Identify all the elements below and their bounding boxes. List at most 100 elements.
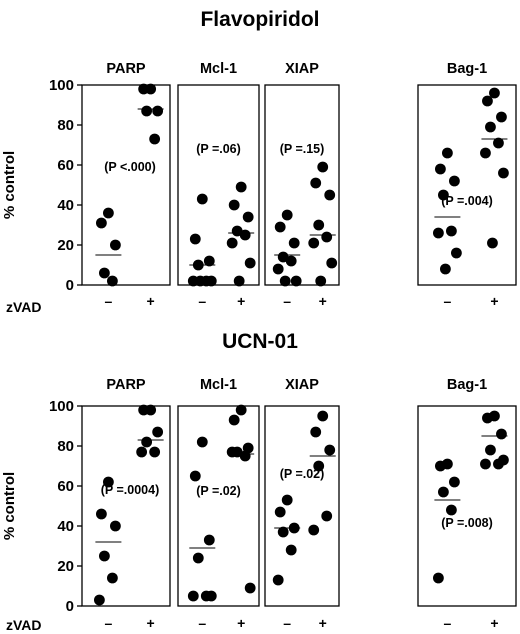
data-point-minus bbox=[277, 526, 289, 538]
data-point-plus bbox=[317, 410, 329, 422]
data-point-minus bbox=[435, 163, 446, 175]
data-point-plus bbox=[244, 257, 256, 269]
data-point-minus bbox=[96, 508, 107, 520]
x-axis-label: zVAD bbox=[6, 299, 42, 315]
data-point-plus bbox=[242, 211, 254, 223]
chart-title: UCN-01 bbox=[222, 330, 298, 353]
x-axis-label: zVAD bbox=[6, 617, 42, 633]
data-point-plus bbox=[487, 237, 498, 249]
data-point-plus bbox=[138, 404, 150, 416]
data-point-minus bbox=[277, 251, 289, 263]
panel-frame bbox=[81, 84, 171, 286]
y-tick-label: 100 bbox=[49, 398, 74, 415]
y-tick-label: 100 bbox=[49, 77, 74, 94]
data-point-minus bbox=[279, 275, 291, 287]
category-label-minus: – bbox=[105, 293, 113, 309]
data-point-plus bbox=[310, 177, 322, 189]
data-point-plus bbox=[324, 189, 336, 201]
data-point-plus bbox=[149, 133, 161, 145]
p-value-label: (P =.004) bbox=[441, 194, 493, 208]
data-point-plus bbox=[239, 450, 251, 462]
data-point-plus bbox=[308, 237, 320, 249]
data-point-plus bbox=[233, 275, 245, 287]
data-point-plus bbox=[496, 428, 507, 440]
data-point-plus bbox=[235, 404, 247, 416]
category-label-minus: – bbox=[198, 615, 206, 631]
panel-frame bbox=[264, 405, 340, 607]
data-point-plus bbox=[489, 87, 500, 99]
y-tick-label: 20 bbox=[57, 558, 74, 575]
p-value-label: (P <.000) bbox=[104, 160, 156, 174]
data-point-plus bbox=[244, 582, 256, 594]
data-point-minus bbox=[94, 594, 105, 606]
category-label-plus: + bbox=[319, 293, 327, 309]
p-value-label: (P =.008) bbox=[441, 516, 493, 530]
data-point-plus bbox=[485, 444, 496, 456]
data-point-plus bbox=[485, 121, 496, 133]
data-point-minus bbox=[285, 544, 297, 556]
data-point-minus bbox=[435, 460, 446, 472]
data-point-minus bbox=[449, 476, 460, 488]
panel-title: Bag-1 bbox=[447, 377, 487, 393]
data-point-minus bbox=[288, 237, 300, 249]
category-label-plus: + bbox=[490, 293, 498, 309]
data-point-plus bbox=[482, 412, 493, 424]
data-point-minus bbox=[110, 239, 121, 251]
data-point-plus bbox=[498, 454, 509, 466]
panel-frame bbox=[417, 84, 517, 286]
data-point-minus bbox=[272, 263, 284, 275]
data-point-minus bbox=[290, 275, 302, 287]
y-tick-label: 80 bbox=[57, 438, 74, 455]
data-point-minus bbox=[205, 590, 217, 602]
data-point-minus bbox=[285, 255, 297, 267]
y-tick-label: 20 bbox=[57, 237, 74, 254]
p-value-label: (P =.0004) bbox=[101, 483, 160, 497]
panel-title: XIAP bbox=[285, 61, 319, 77]
data-point-minus bbox=[99, 267, 110, 279]
data-point-plus bbox=[310, 426, 322, 438]
category-label-plus: + bbox=[490, 615, 498, 631]
data-point-minus bbox=[203, 255, 215, 267]
chart-title: Flavopiridol bbox=[200, 8, 319, 31]
category-label-plus: + bbox=[147, 615, 155, 631]
data-point-minus bbox=[433, 227, 444, 239]
data-point-plus bbox=[136, 446, 148, 458]
data-point-plus bbox=[141, 436, 153, 448]
data-point-minus bbox=[446, 504, 457, 516]
data-point-plus bbox=[317, 161, 329, 173]
data-point-minus bbox=[203, 534, 215, 546]
data-point-minus bbox=[196, 436, 208, 448]
panel-frame bbox=[417, 405, 517, 607]
panel-title: Bag-1 bbox=[447, 61, 487, 77]
category-label-minus: – bbox=[444, 293, 452, 309]
data-point-plus bbox=[138, 83, 150, 95]
data-point-plus bbox=[308, 524, 320, 536]
y-tick-label: 60 bbox=[57, 157, 74, 174]
data-point-minus bbox=[438, 189, 449, 201]
data-point-plus bbox=[152, 105, 164, 117]
data-point-plus bbox=[326, 257, 338, 269]
data-point-plus bbox=[496, 111, 507, 123]
data-point-minus bbox=[110, 520, 121, 532]
data-point-minus bbox=[440, 263, 451, 275]
data-point-minus bbox=[272, 574, 284, 586]
p-value-label: (P =.02) bbox=[280, 467, 325, 481]
y-tick-label: 0 bbox=[66, 598, 74, 615]
data-point-plus bbox=[315, 275, 327, 287]
data-point-plus bbox=[321, 231, 333, 243]
panel-frame bbox=[177, 84, 260, 286]
data-point-plus bbox=[313, 219, 325, 231]
data-point-minus bbox=[196, 193, 208, 205]
data-point-plus bbox=[313, 460, 325, 472]
p-value-label: (P =.15) bbox=[280, 142, 325, 156]
data-point-minus bbox=[107, 275, 118, 287]
data-point-plus bbox=[324, 444, 336, 456]
data-point-minus bbox=[189, 233, 201, 245]
panel-title: Mcl-1 bbox=[200, 61, 237, 77]
panel-title: PARP bbox=[106, 377, 146, 393]
data-point-plus bbox=[152, 426, 164, 438]
category-label-minus: – bbox=[444, 615, 452, 631]
data-point-plus bbox=[228, 414, 240, 426]
data-point-minus bbox=[107, 572, 118, 584]
